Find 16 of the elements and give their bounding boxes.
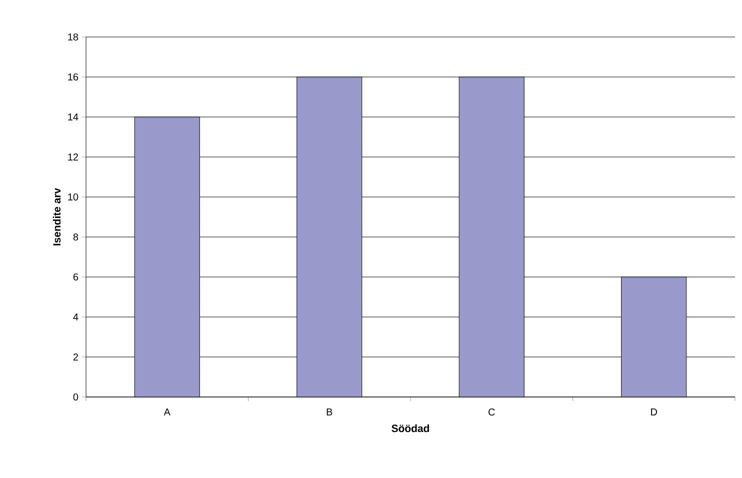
x-tick-label: C [488,408,495,416]
y-tick-label: 4 [73,314,78,320]
y-tick-label: 8 [73,233,78,241]
x-tick-label: A [164,408,170,416]
y-tick-label: 0 [73,393,78,401]
y-tick-label: 16 [68,73,78,81]
y-tick-label: 10 [68,193,78,201]
x-axis-title: Söödad [392,424,429,432]
y-tick-label: 6 [73,273,78,281]
y-tick-label: 14 [68,114,78,120]
x-tick-label: D [651,408,657,416]
y-tick-label: 2 [73,354,78,360]
x-tick-label: B [326,408,332,416]
y-axis-title: Isendite arv [52,188,61,246]
y-tick-label: 18 [68,33,78,41]
y-tick-label: 12 [68,154,78,160]
